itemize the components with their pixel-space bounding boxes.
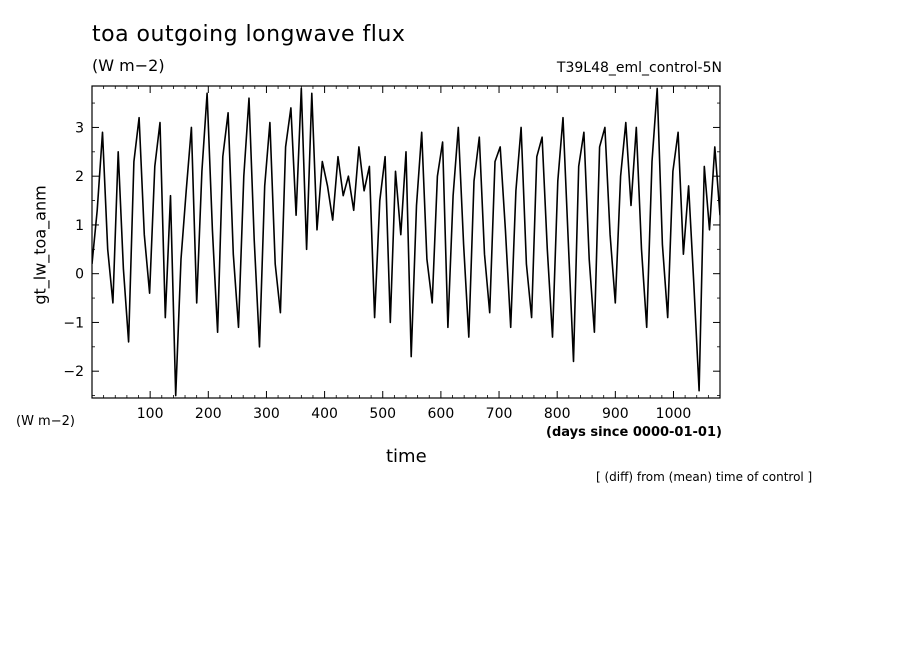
y-tick-label: −1: [63, 315, 84, 331]
x-axis-label: time: [386, 446, 427, 467]
x-tick-label: 600: [428, 406, 455, 422]
y-tick-label: 0: [75, 267, 84, 283]
chart-title: toa outgoing longwave flux: [92, 22, 406, 47]
x-tick-label: 1000: [656, 406, 692, 422]
run-name-label: T39L48_eml_control-5N: [556, 60, 722, 76]
x-tick-label: 700: [486, 406, 513, 422]
y-axis-label: gt_lw_toa_anm: [30, 185, 50, 305]
y-tick-label: 1: [75, 218, 84, 234]
x-tick-label: 400: [311, 406, 338, 422]
x-axis-units: (days since 0000-01-01): [546, 425, 722, 440]
y-tick-label: 2: [75, 169, 84, 185]
x-tick-label: 300: [253, 406, 280, 422]
x-tick-label: 200: [195, 406, 222, 422]
x-tick-label: 500: [369, 406, 396, 422]
x-tick-label: 900: [602, 406, 629, 422]
series-line-0: [92, 87, 720, 397]
y-axis-units: (W m−2): [16, 414, 75, 429]
x-tick-label: 800: [544, 406, 571, 422]
footnote: [ (diff) from (mean) time of control ]: [596, 470, 813, 484]
x-tick-label: 100: [137, 406, 164, 422]
y-tick-label: 3: [75, 120, 84, 136]
plot-area: 100 200 300 400 500 600 700 800 900 1000 −2 −1 0 1 2 3: [63, 85, 721, 422]
y-tick-label: −2: [63, 364, 84, 380]
title-units: (W m−2): [92, 56, 165, 75]
